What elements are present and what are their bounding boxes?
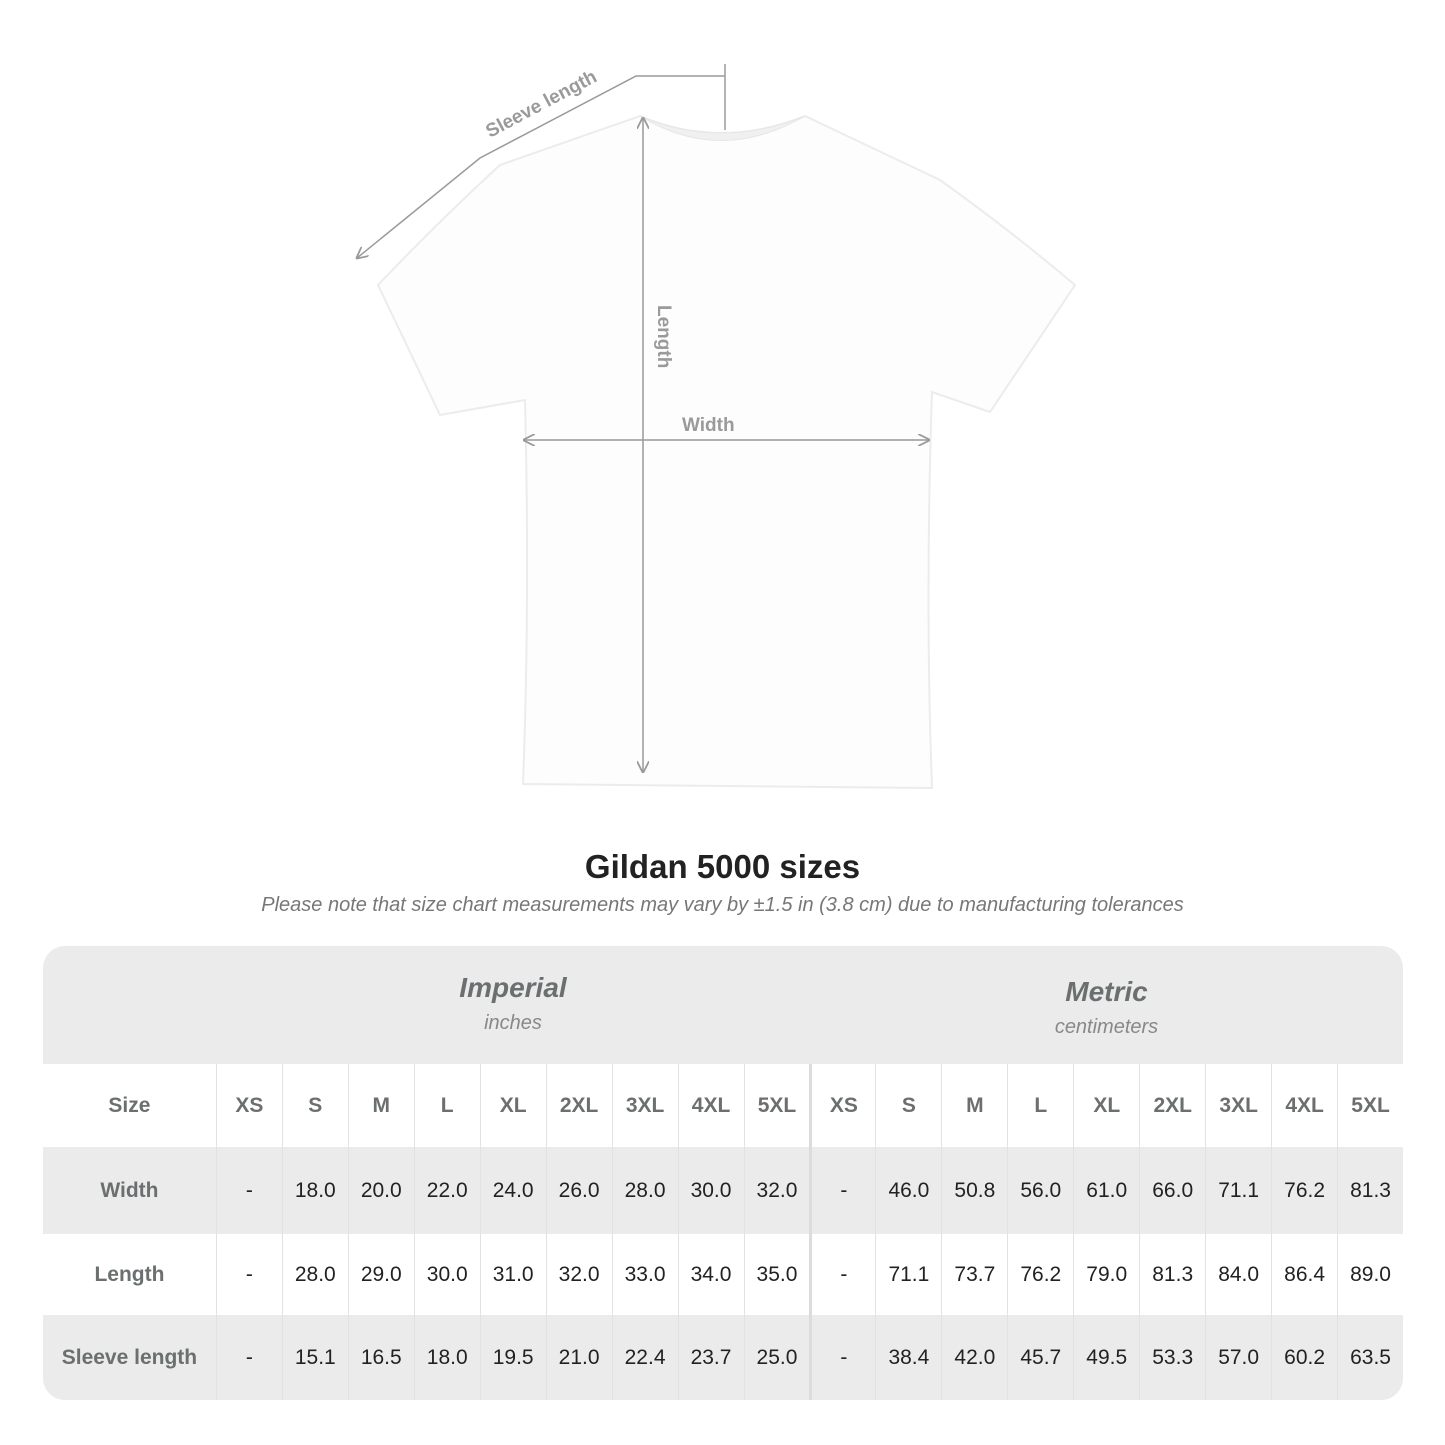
imperial-size-xl: XL — [479, 1064, 546, 1147]
imperial-size-4xl: 4XL — [677, 1064, 744, 1147]
metric-size-m: M — [941, 1064, 1007, 1147]
width-metric-value: 76.2 — [1271, 1147, 1337, 1234]
width-metric-value: 66.0 — [1139, 1147, 1205, 1234]
width-metric-value: 81.3 — [1337, 1147, 1403, 1234]
width-label: Width — [682, 415, 735, 436]
metric-size-xl: XL — [1073, 1064, 1139, 1147]
length-imperial-value: 30.0 — [413, 1234, 480, 1315]
collar — [639, 115, 806, 141]
sleeve-length-imperial-value: 23.7 — [677, 1315, 744, 1400]
width-imperial-value: 28.0 — [611, 1147, 678, 1234]
sleeve-length-metric-value: 49.5 — [1073, 1315, 1139, 1400]
tshirt-diagram: Sleeve length Length Width — [0, 64, 1077, 790]
sleeve-length-imperial-value: 19.5 — [479, 1315, 546, 1400]
sleeve-length-metric-value: 53.3 — [1139, 1315, 1205, 1400]
sleeve-length-imperial-value: 21.0 — [545, 1315, 612, 1400]
width-metric-value: 56.0 — [1007, 1147, 1073, 1234]
width-imperial-value: 32.0 — [743, 1147, 810, 1234]
length-imperial-value: 33.0 — [611, 1234, 678, 1315]
sleeve-length-imperial-value: 18.0 — [413, 1315, 480, 1400]
length-metric-value: - — [809, 1234, 875, 1315]
imperial-size-2xl: 2XL — [545, 1064, 612, 1147]
width-imperial-value: 26.0 — [545, 1147, 612, 1234]
length-metric-value: 81.3 — [1139, 1234, 1205, 1315]
length-imperial-value: 34.0 — [677, 1234, 744, 1315]
imperial-size-xs: XS — [215, 1064, 282, 1147]
length-imperial-value: 31.0 — [479, 1234, 546, 1315]
sleeve-length-metric-value: 38.4 — [875, 1315, 941, 1400]
sleeve-length-metric-value: - — [809, 1315, 875, 1400]
sleeve-length-imperial-value: - — [215, 1315, 282, 1400]
metric-size-2xl: 2XL — [1139, 1064, 1205, 1147]
sleeve-length-imperial-value: 15.1 — [281, 1315, 348, 1400]
row-width: Width -18.0 20.0 22.0 24.0 26.0 28.0 30.0 32.0-4… — [43, 1147, 1403, 1234]
metric-unit: centimeters — [1054, 1016, 1159, 1038]
tolerance-note: Please note that size chart measurements… — [261, 894, 1184, 916]
tshirt-shape — [376, 114, 1077, 790]
metric-header: Metric centimeters — [810, 946, 1403, 1064]
metric-size-3xl: 3XL — [1205, 1064, 1271, 1147]
sleeve-length-metric-value: 63.5 — [1337, 1315, 1403, 1400]
size-header-row: Size XS S M L XL 2XL 3XL 4XL 5XL XS S M L XL 2XL 3XL 4XL 5… — [43, 1064, 1403, 1147]
sleeve-length-line — [357, 75, 725, 258]
metric-title: Metric — [1065, 976, 1148, 1007]
imperial-size-3xl: 3XL — [611, 1064, 678, 1147]
length-imperial-value: 28.0 — [281, 1234, 348, 1315]
length-label: Length — [94, 1262, 165, 1286]
imperial-size-l: L — [413, 1064, 480, 1147]
width-imperial-value: - — [215, 1147, 282, 1234]
length-metric-value: 71.1 — [875, 1234, 941, 1315]
metric-size-s: S — [875, 1064, 941, 1147]
metric-size-xs: XS — [809, 1064, 875, 1147]
width-metric-value: 46.0 — [875, 1147, 941, 1234]
width-metric-value: 71.1 — [1205, 1147, 1271, 1234]
imperial-size-5xl: 5XL — [743, 1064, 810, 1147]
length-metric-value: 89.0 — [1337, 1234, 1403, 1315]
imperial-header: Imperial inches — [216, 946, 810, 1064]
width-imperial-value: 18.0 — [281, 1147, 348, 1234]
sleeve-length-label: Sleeve length — [61, 1345, 198, 1369]
sleeve-length-imperial-value: 25.0 — [743, 1315, 810, 1400]
row-sleeve-length: Sleeve length -15.1 16.5 18.0 19.5 21.0 22.4 23… — [43, 1315, 1403, 1400]
width-metric-value: 61.0 — [1073, 1147, 1139, 1234]
width-imperial-value: 20.0 — [347, 1147, 414, 1234]
width-imperial-value: 22.0 — [413, 1147, 480, 1234]
length-metric-value: 73.7 — [941, 1234, 1007, 1315]
sleeve-length-metric-value: 57.0 — [1205, 1315, 1271, 1400]
length-label: Length — [653, 305, 674, 368]
width-imperial-value: 24.0 — [479, 1147, 546, 1234]
length-metric-value: 79.0 — [1073, 1234, 1139, 1315]
imperial-size-s: S — [281, 1064, 348, 1147]
metric-size-4xl: 4XL — [1271, 1064, 1337, 1147]
row-length: Length -28.0 29.0 30.0 31.0 32.0 33.0 34.0 35.0-… — [43, 1234, 1403, 1315]
sleeve-length-imperial-value: 22.4 — [611, 1315, 678, 1400]
length-imperial-value: 29.0 — [347, 1234, 414, 1315]
length-imperial-value: 32.0 — [545, 1234, 612, 1315]
sleeve-length-metric-value: 60.2 — [1271, 1315, 1337, 1400]
width-metric-value: 50.8 — [941, 1147, 1007, 1234]
sleeve-length-imperial-value: 16.5 — [347, 1315, 414, 1400]
metric-size-l: L — [1007, 1064, 1073, 1147]
imperial-title: Imperial — [459, 972, 567, 1003]
sleeve-length-metric-value: 42.0 — [941, 1315, 1007, 1400]
sleeve-length-metric-value: 45.7 — [1007, 1315, 1073, 1400]
size-label: Size — [108, 1093, 151, 1117]
width-label: Width — [100, 1178, 159, 1202]
length-imperial-value: - — [215, 1234, 282, 1315]
imperial-size-m: M — [347, 1064, 414, 1147]
page-title: Gildan 5000 sizes — [584, 848, 861, 885]
length-imperial-value: 35.0 — [743, 1234, 810, 1315]
imperial-unit: inches — [484, 1012, 542, 1034]
size-table: Imperial inches Metric centimeters Size X… — [43, 946, 1403, 1400]
width-metric-value: - — [809, 1147, 875, 1234]
metric-size-5xl: 5XL — [1337, 1064, 1403, 1147]
length-metric-value: 86.4 — [1271, 1234, 1337, 1315]
length-metric-value: 76.2 — [1007, 1234, 1073, 1315]
length-metric-value: 84.0 — [1205, 1234, 1271, 1315]
width-imperial-value: 30.0 — [677, 1147, 744, 1234]
